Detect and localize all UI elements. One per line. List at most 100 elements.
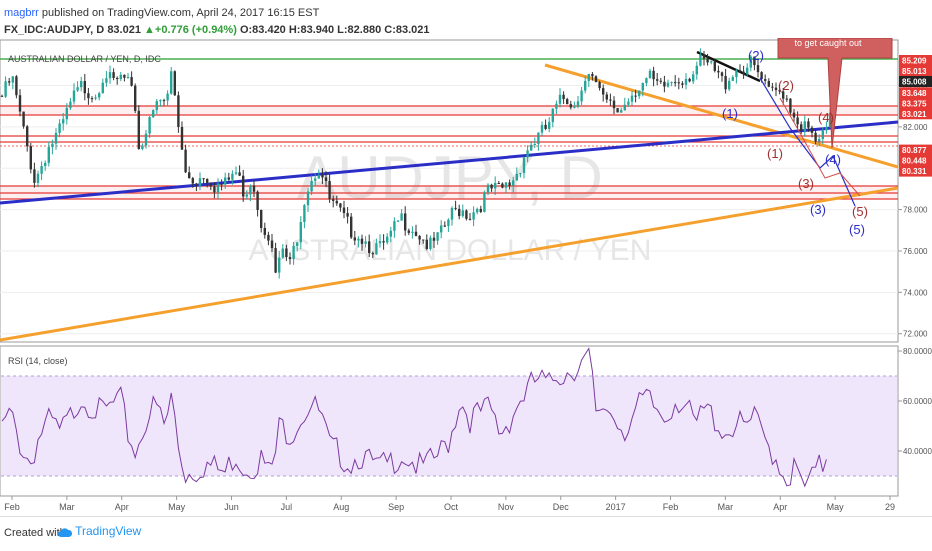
candle-body <box>796 117 799 125</box>
candle-body <box>616 108 619 113</box>
candle-body <box>735 70 738 78</box>
change-arrow-icon: ▲ <box>144 24 155 36</box>
candle-body <box>443 225 446 227</box>
x-tick-label: Mar <box>718 502 734 512</box>
candle-body <box>40 166 43 174</box>
red-wave-projection <box>779 97 861 197</box>
candle-body <box>479 208 482 212</box>
rsi-tick-label: 80.0000 <box>903 347 932 356</box>
x-tick-label: Feb <box>663 502 679 512</box>
candle-body <box>702 54 706 59</box>
candle-body <box>720 72 724 76</box>
chart-area[interactable]: AUDJPY, D AUSTRALIAN DOLLAR / YEN <box>0 37 932 516</box>
candle-body <box>346 213 349 217</box>
candle-body <box>368 241 371 254</box>
candle-body <box>728 80 731 90</box>
candle-body <box>450 207 454 220</box>
candle-body <box>54 132 58 144</box>
price-label-box <box>899 108 932 120</box>
wave-label-red-5: (5) <box>852 204 868 219</box>
red-zone-upper <box>0 105 898 116</box>
price-label-box <box>899 165 932 177</box>
candle-body <box>112 72 115 78</box>
candle-body <box>378 241 382 244</box>
candle-body <box>105 78 108 83</box>
candle-body <box>252 185 256 192</box>
candle-body <box>29 146 32 170</box>
candle-body <box>249 185 252 195</box>
candle-body <box>299 222 302 243</box>
change-value: +0.776 (+0.94%) <box>154 24 237 36</box>
tradingview-logo[interactable]: TradingView <box>58 524 141 538</box>
candle-body <box>0 95 4 97</box>
candle-body <box>130 77 133 86</box>
wave-label-red-2: (2) <box>778 78 794 93</box>
candle-body <box>724 75 727 90</box>
candle-body <box>785 98 788 100</box>
candle-body <box>195 183 198 186</box>
price-label-box <box>899 155 932 167</box>
candle-body <box>80 81 83 88</box>
candle-body <box>339 203 342 208</box>
price-label-text: 85.008 <box>902 77 927 86</box>
candle-body <box>792 112 796 118</box>
candle-body <box>364 241 367 244</box>
price-label-text: 80.877 <box>902 146 927 155</box>
candle-body <box>216 183 220 193</box>
candles-layer <box>0 48 832 279</box>
candle-body <box>72 90 76 102</box>
candle-body <box>335 200 338 204</box>
candle-body <box>627 101 630 105</box>
candle-body <box>717 70 720 73</box>
x-tick-label: 2017 <box>606 502 626 512</box>
candle-body <box>706 58 709 63</box>
candle-body <box>548 122 551 129</box>
price-label-text: 83.375 <box>902 99 927 108</box>
candle-body <box>180 126 184 150</box>
candle-body <box>814 132 817 142</box>
candle-body <box>350 216 353 238</box>
rsi-band <box>1 376 897 476</box>
candle-body <box>807 121 810 128</box>
publish-info: magbrr published on TradingView.com, Apr… <box>4 7 319 19</box>
candle-body <box>677 82 680 84</box>
x-tick-label: Mar <box>59 502 75 512</box>
candle-body <box>778 90 781 92</box>
candle-body <box>515 173 518 181</box>
y-tick-label: 74.000 <box>903 288 928 297</box>
rsi-axis: 80.0000 60.0000 40.0000 <box>898 347 932 456</box>
candle-body <box>623 104 626 111</box>
candle-body <box>137 110 140 149</box>
x-tick-label: Apr <box>773 502 787 512</box>
candle-body <box>47 147 50 163</box>
candle-body <box>468 218 472 220</box>
chart-svg[interactable]: AUDJPY, D AUSTRALIAN DOLLAR / YEN <box>0 37 932 516</box>
candle-body <box>803 121 806 132</box>
candle-body <box>353 237 356 241</box>
candle-body <box>152 110 155 118</box>
x-tick-label: May <box>827 502 845 512</box>
author-link[interactable]: magbrr <box>4 7 39 19</box>
candle-body <box>270 240 274 249</box>
candle-body <box>324 177 328 182</box>
x-tick-label: Oct <box>444 502 459 512</box>
candle-body <box>738 70 742 72</box>
candle-body <box>630 95 634 102</box>
candle-body <box>440 225 443 233</box>
candle-body <box>656 79 659 81</box>
candle-body <box>263 227 266 235</box>
price-label-text: 83.648 <box>902 89 927 98</box>
candle-body <box>742 71 745 75</box>
candle-body <box>501 183 504 188</box>
red-zone-lower <box>0 185 898 200</box>
footer: Created with TradingView <box>0 516 932 551</box>
candle-body <box>18 95 22 112</box>
x-tick-label: Jun <box>224 502 239 512</box>
candle-body <box>558 94 562 104</box>
candle-body <box>188 172 191 179</box>
rsi-title: RSI (14, close) <box>8 356 68 366</box>
candle-body <box>400 213 403 221</box>
price-label-box <box>899 54 932 66</box>
candle-body <box>4 81 7 97</box>
